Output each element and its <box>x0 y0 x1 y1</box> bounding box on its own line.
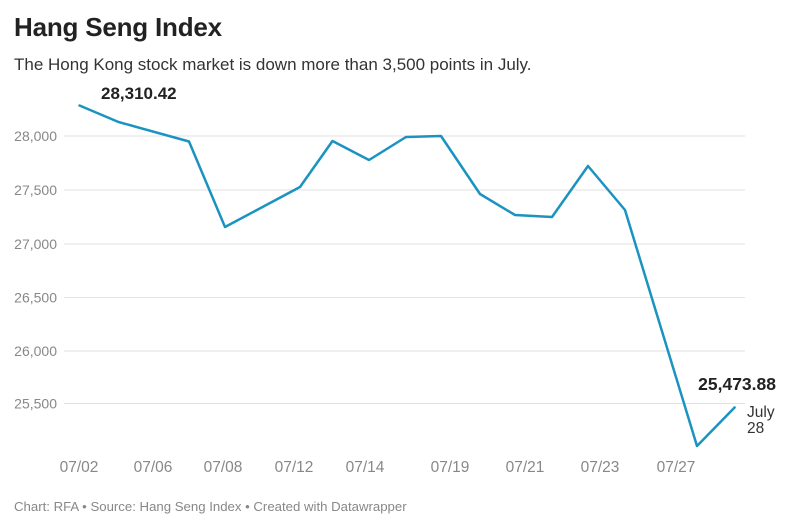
svg-text:07/27: 07/27 <box>657 459 696 476</box>
svg-text:07/06: 07/06 <box>134 459 173 476</box>
svg-text:07/23: 07/23 <box>581 459 620 476</box>
svg-text:25,473.88: 25,473.88 <box>698 374 776 394</box>
svg-text:27,000: 27,000 <box>14 236 57 252</box>
svg-text:07/14: 07/14 <box>346 459 385 476</box>
svg-text:July: July <box>747 404 775 421</box>
svg-text:27,500: 27,500 <box>14 182 57 198</box>
svg-text:26,500: 26,500 <box>14 290 57 306</box>
svg-text:07/12: 07/12 <box>275 459 314 476</box>
svg-text:07/08: 07/08 <box>204 459 243 476</box>
svg-text:28,000: 28,000 <box>14 128 57 144</box>
svg-text:26,000: 26,000 <box>14 343 57 359</box>
svg-text:28: 28 <box>747 420 764 437</box>
svg-text:07/21: 07/21 <box>506 459 545 476</box>
svg-text:07/19: 07/19 <box>431 459 470 476</box>
svg-text:25,500: 25,500 <box>14 396 57 412</box>
svg-text:28,310.42: 28,310.42 <box>101 84 177 103</box>
svg-text:07/02: 07/02 <box>60 459 99 476</box>
